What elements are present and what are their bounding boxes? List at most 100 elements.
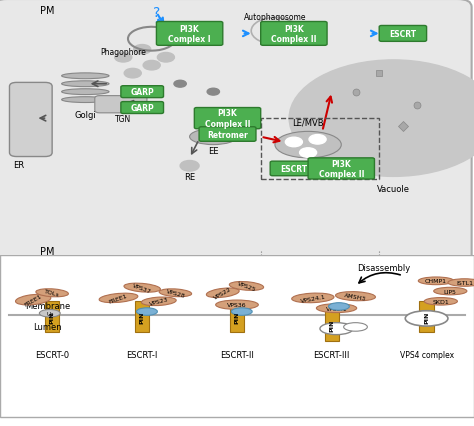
Circle shape [231, 308, 252, 316]
Circle shape [143, 61, 160, 71]
FancyBboxPatch shape [379, 26, 427, 42]
Text: Phagophore: Phagophore [100, 48, 146, 57]
Ellipse shape [292, 294, 334, 303]
Circle shape [275, 32, 284, 37]
Text: ER: ER [13, 161, 25, 170]
Text: AMSH3: AMSH3 [344, 292, 367, 301]
Text: PIN: PIN [235, 311, 239, 323]
Text: TGN: TGN [115, 115, 131, 124]
Ellipse shape [62, 98, 109, 103]
Circle shape [124, 69, 141, 79]
Text: Vacuole: Vacuole [377, 185, 410, 194]
Text: ESCRT-III: ESCRT-III [314, 350, 350, 359]
FancyBboxPatch shape [419, 302, 434, 332]
Text: Golgi: Golgi [74, 111, 96, 120]
Text: VPS4 complex: VPS4 complex [400, 350, 454, 359]
Circle shape [266, 27, 274, 32]
Text: LIP5: LIP5 [444, 289, 457, 294]
Text: VPS28: VPS28 [165, 288, 185, 298]
Ellipse shape [419, 277, 454, 285]
Ellipse shape [434, 288, 467, 295]
Circle shape [137, 308, 157, 316]
Ellipse shape [190, 130, 237, 145]
Text: PI3K
Complex II: PI3K Complex II [319, 159, 364, 179]
Text: FREE1: FREE1 [24, 293, 43, 307]
Text: VPS37: VPS37 [132, 282, 152, 294]
FancyBboxPatch shape [199, 127, 256, 142]
Text: LE/MVB: LE/MVB [292, 118, 324, 127]
Ellipse shape [159, 289, 191, 297]
Ellipse shape [229, 282, 264, 291]
Text: ESCRT-I: ESCRT-I [127, 350, 158, 359]
Text: Membrane: Membrane [25, 301, 70, 310]
Ellipse shape [424, 298, 457, 305]
FancyBboxPatch shape [325, 310, 339, 341]
Text: Autophagosome: Autophagosome [244, 13, 306, 22]
Circle shape [180, 161, 199, 172]
Text: PIN: PIN [424, 311, 429, 323]
Text: SKD1: SKD1 [432, 299, 449, 304]
Text: PIN: PIN [329, 320, 334, 331]
Text: ISTL1: ISTL1 [456, 280, 473, 285]
Circle shape [39, 310, 60, 317]
Text: VPS24.1: VPS24.1 [300, 294, 326, 303]
Text: PM: PM [40, 6, 55, 16]
FancyBboxPatch shape [0, 256, 474, 417]
FancyBboxPatch shape [194, 108, 261, 130]
Text: PI3K
Complex II: PI3K Complex II [205, 109, 250, 129]
Ellipse shape [216, 300, 258, 310]
Text: Disassembly: Disassembly [357, 263, 410, 272]
Circle shape [405, 311, 448, 326]
Text: ESCRT: ESCRT [389, 30, 417, 39]
FancyBboxPatch shape [95, 96, 147, 114]
Ellipse shape [206, 288, 239, 298]
Circle shape [134, 46, 151, 55]
Circle shape [157, 53, 174, 63]
Ellipse shape [16, 295, 51, 305]
Text: RE: RE [184, 173, 195, 182]
Text: VPS36: VPS36 [227, 302, 247, 308]
Text: PI3K
Complex I: PI3K Complex I [168, 25, 211, 44]
Circle shape [309, 135, 326, 145]
Text: GARP: GARP [130, 88, 154, 97]
Ellipse shape [62, 82, 109, 87]
Ellipse shape [275, 132, 341, 158]
Text: ESCRT-II: ESCRT-II [220, 350, 254, 359]
Circle shape [328, 303, 349, 311]
Circle shape [289, 61, 474, 177]
FancyBboxPatch shape [121, 86, 164, 98]
Circle shape [115, 53, 132, 63]
Text: Lumen: Lumen [33, 322, 62, 331]
Text: PIN: PIN [140, 311, 145, 323]
Ellipse shape [124, 283, 160, 293]
Ellipse shape [317, 304, 356, 313]
FancyBboxPatch shape [270, 162, 318, 176]
Text: ?: ? [153, 6, 160, 20]
Circle shape [344, 323, 367, 331]
Text: VPS23: VPS23 [149, 296, 169, 307]
FancyBboxPatch shape [156, 23, 223, 46]
Text: Ub: Ub [46, 311, 54, 316]
Text: PI3K
Complex II: PI3K Complex II [271, 25, 317, 44]
Ellipse shape [62, 89, 109, 95]
Text: CHMP1: CHMP1 [425, 279, 447, 284]
Text: TOLs: TOLs [44, 289, 60, 297]
FancyBboxPatch shape [308, 158, 374, 180]
FancyBboxPatch shape [0, 0, 472, 264]
Text: VPS22: VPS22 [213, 286, 233, 300]
Text: GARP: GARP [130, 104, 154, 113]
Circle shape [207, 89, 219, 96]
Ellipse shape [99, 294, 138, 303]
Circle shape [300, 148, 317, 158]
Text: ESCRT-0: ESCRT-0 [35, 350, 69, 359]
FancyBboxPatch shape [45, 302, 59, 332]
FancyBboxPatch shape [121, 102, 164, 114]
FancyBboxPatch shape [9, 83, 52, 157]
Ellipse shape [336, 292, 375, 301]
Text: VPS2.1: VPS2.1 [326, 306, 347, 311]
FancyBboxPatch shape [135, 302, 149, 332]
FancyBboxPatch shape [261, 23, 327, 46]
Text: Retromer: Retromer [207, 130, 248, 139]
Text: PM: PM [40, 246, 55, 256]
Ellipse shape [448, 279, 474, 287]
